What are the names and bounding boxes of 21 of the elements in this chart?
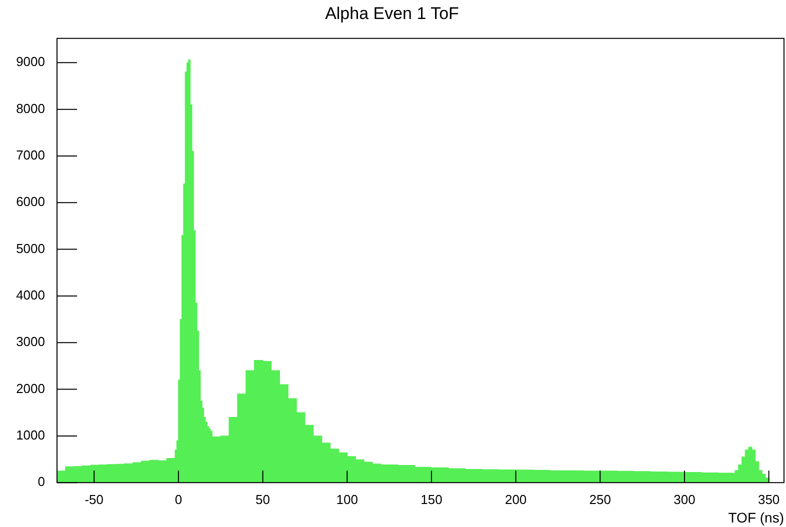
y-tick-label: 5000 (16, 240, 45, 256)
y-tick-label: 0 (38, 474, 45, 490)
y-tick-label: 2000 (16, 380, 45, 396)
x-tick-label: 0 (174, 492, 182, 507)
y-tick-label: 7000 (16, 148, 45, 163)
y-tick-label: 8000 (16, 100, 45, 116)
x-tick-label: 350 (758, 492, 780, 507)
y-tick-label: 3000 (16, 334, 45, 350)
x-tick-label: 150 (420, 492, 442, 507)
x-axis-title: TOF (ns) (728, 509, 784, 526)
x-tick-label: 250 (589, 492, 611, 507)
y-tick-label: 1000 (16, 428, 45, 443)
chart-title: Alpha Even 1 ToF (325, 4, 459, 23)
x-tick-label: 50 (256, 492, 270, 507)
x-tick-label: 100 (336, 492, 358, 507)
x-tick-label: -50 (84, 492, 104, 507)
y-tick-label: 6000 (16, 194, 45, 210)
y-tick-label: 4000 (16, 288, 45, 303)
y-tick-label: 9000 (16, 54, 45, 70)
x-tick-label: 300 (674, 492, 696, 507)
x-tick-label: 200 (504, 492, 527, 507)
